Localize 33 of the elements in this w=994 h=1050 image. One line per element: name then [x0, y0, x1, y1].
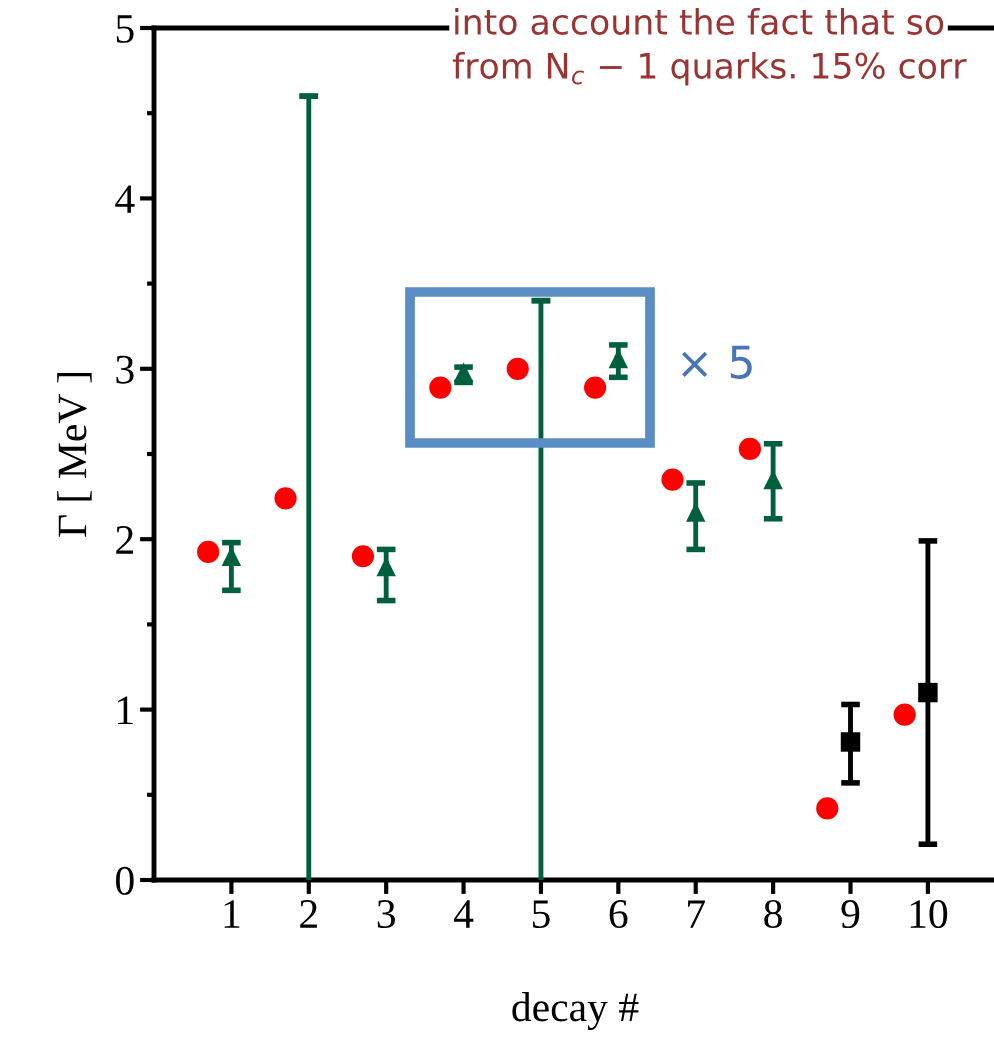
x-tick-label: 9	[841, 900, 860, 929]
x-axis-title: decay #	[512, 992, 639, 1030]
point	[584, 376, 607, 399]
x-tick-label: 2	[300, 900, 317, 928]
y-tick-label: 5	[116, 15, 134, 43]
point	[840, 732, 861, 752]
point	[429, 376, 452, 399]
y-axis-title: Γ [ MeV ]	[57, 373, 92, 537]
y-tick-label: 4	[115, 185, 135, 213]
point	[506, 357, 529, 380]
x-tick-label: 8	[764, 899, 782, 929]
y-tick-label: 3	[116, 355, 134, 384]
x-tick-label: 3	[377, 900, 395, 929]
point	[274, 487, 297, 510]
x-tick-label: 7	[688, 900, 705, 928]
y-tick-label: 0	[116, 866, 134, 895]
x-tick-label: 5	[532, 900, 550, 929]
annotation: × 5	[682, 345, 752, 379]
annotation: from N$_{c}$ − 1 quarks. 15% corr	[452, 52, 967, 86]
point	[661, 468, 684, 491]
x-tick-label: 1	[224, 900, 240, 928]
x-tick-label: 10	[910, 899, 948, 929]
point	[738, 437, 762, 460]
x-tick-label: 6	[609, 900, 628, 929]
point	[197, 540, 220, 564]
y-tick-label: 2	[116, 526, 133, 554]
point	[918, 682, 938, 703]
y-tick-label: 1	[118, 696, 133, 725]
x-tick-label: 4	[453, 900, 474, 928]
point	[351, 545, 375, 568]
point	[816, 797, 839, 820]
annotation: into account the fact that so	[455, 8, 944, 35]
point	[893, 703, 916, 726]
